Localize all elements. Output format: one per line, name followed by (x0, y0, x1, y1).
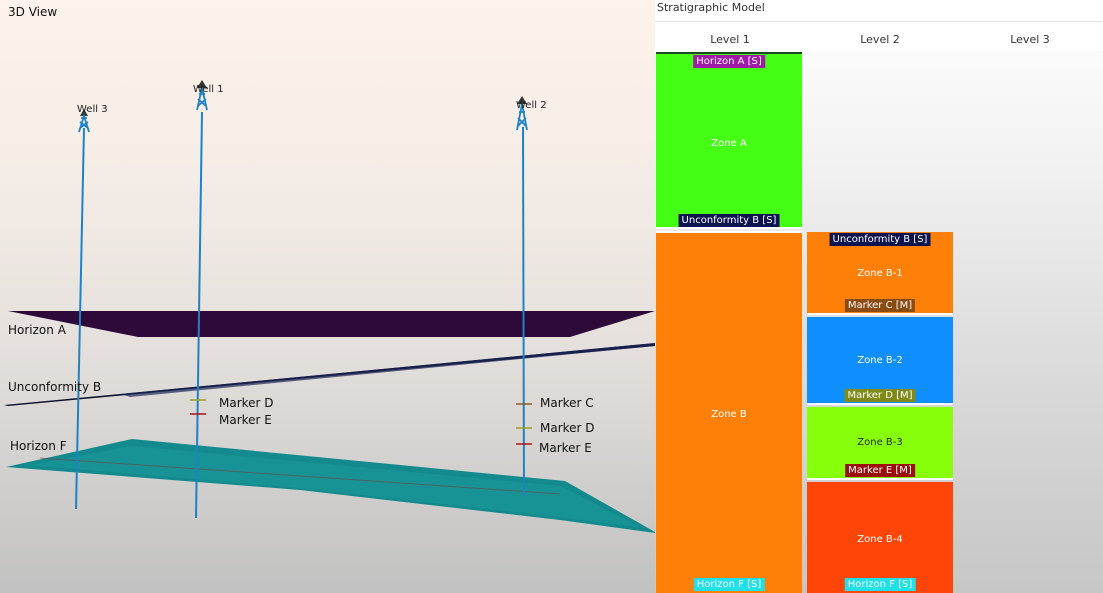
well-2-marker-d-label: Marker D (540, 421, 595, 435)
unconformity-b-tag[interactable]: Unconformity B [S] (678, 214, 780, 227)
horizon-a-surface[interactable] (8, 311, 655, 337)
zone-b-2-label: Zone B-2 (857, 355, 903, 366)
3d-view-title: 3D View (8, 5, 58, 19)
horizon-f-tag[interactable]: Horizon F [S] (844, 578, 916, 591)
marker-e-tag[interactable]: Marker E [M] (845, 464, 915, 477)
horizon-f-trace (39, 457, 561, 495)
well-2-label: Well 2 (516, 100, 547, 111)
zone-a-block[interactable]: Horizon A [S] Zone A Unconformity B [S] (656, 52, 802, 229)
zone-b-2-block[interactable]: Zone B-2 Marker D [M] (807, 317, 953, 405)
well-2-trajectory[interactable] (522, 126, 525, 497)
zone-b-1-label: Zone B-1 (857, 268, 903, 279)
level-header: Level 1 Level 2 Level 3 (655, 23, 1103, 51)
zone-b-4-block[interactable]: Zone B-4 Horizon F [S] (807, 482, 953, 593)
well-3-label: Well 3 (77, 104, 108, 115)
horizon-f-surface-texture (30, 446, 640, 527)
unconformity-b-tag[interactable]: Unconformity B [S] (829, 233, 931, 246)
stratigraphic-model-panel[interactable]: Stratigraphic Model Level 1 Level 2 Leve… (655, 0, 1103, 593)
well-1-label: Well 1 (193, 84, 224, 95)
zone-b-1-block[interactable]: Unconformity B [S] Zone B-1 Marker C [M] (807, 232, 953, 315)
unconformity-b-band (120, 343, 655, 397)
derrick-icon[interactable] (196, 80, 208, 111)
horizon-f-tag[interactable]: Horizon F [S] (693, 578, 765, 591)
well-2-marker-c-label: Marker C (540, 396, 594, 410)
level-1-header[interactable]: Level 1 (710, 33, 750, 46)
zone-a-label: Zone A (711, 138, 747, 149)
well-1-marker-d-label: Marker D (219, 396, 274, 410)
well-2-marker-e-label: Marker E (539, 441, 592, 455)
zone-b-block[interactable]: Zone B Horizon F [S] (656, 231, 802, 593)
well-1-trajectory[interactable] (195, 111, 203, 519)
horizon-f-label: Horizon F (10, 439, 67, 453)
3d-view-panel[interactable]: 3D View Well 3 Well 1 Well 2 Horizon A U… (0, 0, 655, 593)
derrick-icon[interactable] (516, 96, 528, 131)
level-3-header[interactable]: Level 3 (1010, 33, 1050, 46)
well-3-trajectory[interactable] (75, 127, 85, 510)
3d-scene[interactable] (0, 0, 655, 593)
zone-b-4-label: Zone B-4 (857, 534, 903, 545)
well-1-marker-e-label: Marker E (219, 413, 272, 427)
marker-c-tag[interactable]: Marker C [M] (844, 299, 916, 312)
horizon-a-label: Horizon A (8, 323, 66, 337)
strat-panel-title: Stratigraphic Model (655, 0, 1103, 22)
zone-b-label: Zone B (711, 409, 747, 420)
level-2-header[interactable]: Level 2 (860, 33, 900, 46)
horizon-a-tag[interactable]: Horizon A [S] (693, 55, 765, 68)
unconformity-b-label: Unconformity B (8, 380, 102, 394)
marker-d-tag[interactable]: Marker D [M] (844, 389, 916, 402)
derrick-icon[interactable] (78, 109, 90, 133)
zone-b-3-block[interactable]: Zone B-3 Marker E [M] (807, 407, 953, 480)
zone-b-3-label: Zone B-3 (857, 437, 903, 448)
